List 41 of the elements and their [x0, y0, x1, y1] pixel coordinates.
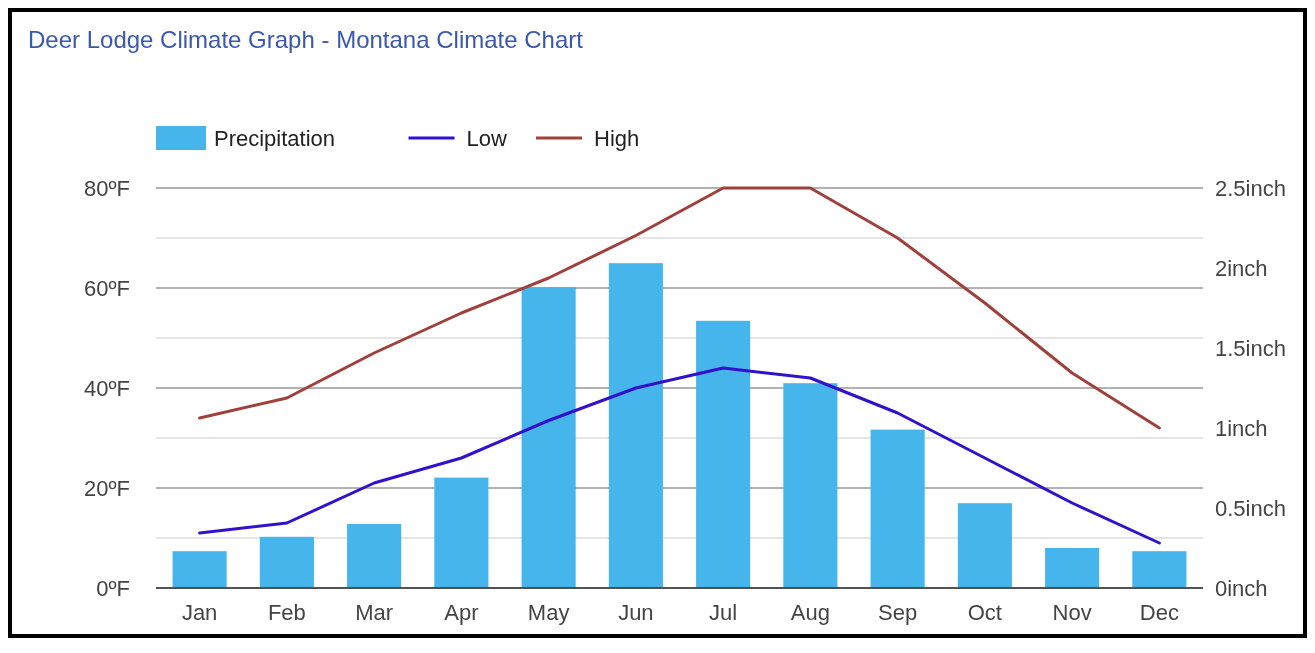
y-tick-label: 40ºF: [84, 376, 130, 401]
bar: [957, 503, 1012, 588]
bar: [608, 263, 663, 588]
x-tick-label: Apr: [444, 600, 479, 625]
bar: [696, 320, 751, 588]
legend-label: Low: [466, 126, 507, 151]
y-tick-label: 20ºF: [84, 476, 130, 501]
bar: [172, 551, 227, 588]
bar: [870, 429, 925, 588]
x-tick-label: Feb: [267, 600, 306, 625]
x-tick-label: Sep: [878, 600, 918, 625]
x-tick-label: Dec: [1139, 600, 1179, 625]
chart-title: Deer Lodge Climate Graph - Montana Climate Chart: [28, 26, 584, 53]
bar: [783, 383, 838, 588]
y-tick-label: 0ºF: [96, 576, 130, 601]
bar: [347, 524, 402, 588]
bar: [521, 287, 576, 588]
y-tick-label: 80ºF: [84, 176, 130, 201]
x-tick-label: Oct: [967, 600, 1002, 625]
y2-tick-label: 0.5inch: [1215, 496, 1286, 521]
bar: [434, 477, 489, 588]
x-tick-label: Mar: [355, 600, 394, 625]
y2-tick-label: 0inch: [1215, 576, 1268, 601]
bar: [259, 536, 314, 588]
y2-tick-label: 2inch: [1215, 256, 1268, 281]
x-tick-label: Aug: [790, 600, 830, 625]
bar: [1045, 548, 1100, 588]
x-tick-label: Jul: [709, 600, 738, 625]
x-tick-label: Jan: [181, 600, 218, 625]
line-series: [198, 366, 1161, 545]
y2-tick-label: 1.5inch: [1215, 336, 1286, 361]
y2-tick-label: 1inch: [1215, 416, 1268, 441]
x-tick-label: Jun: [618, 600, 654, 625]
x-tick-label: May: [527, 600, 570, 625]
legend-label: Precipitation: [214, 126, 336, 151]
y-tick-label: 60ºF: [84, 276, 130, 301]
x-tick-label: Nov: [1052, 600, 1092, 625]
bar: [1132, 551, 1187, 588]
line-series: [198, 186, 1161, 430]
y2-tick-label: 2.5inch: [1215, 176, 1286, 201]
legend-label: High: [594, 126, 640, 151]
